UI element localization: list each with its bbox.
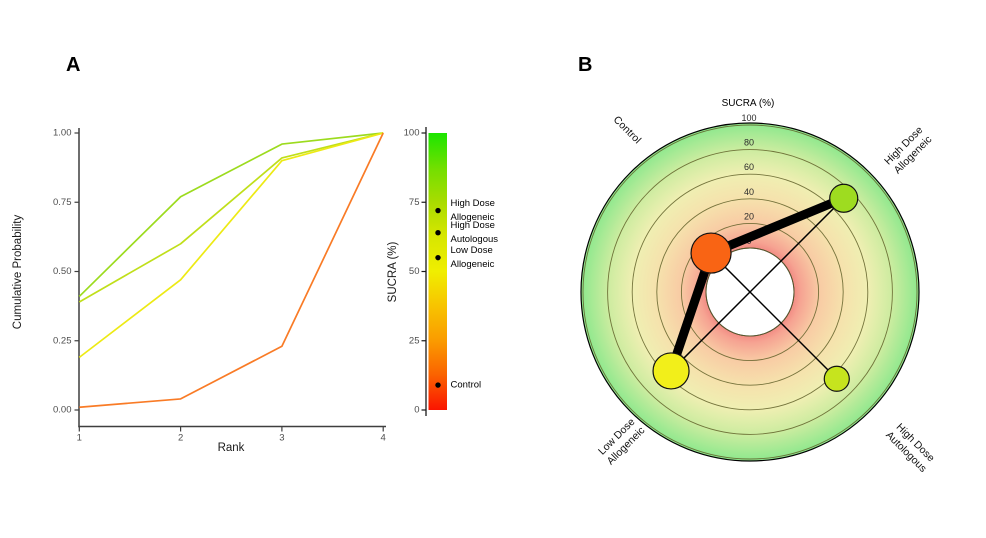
sucra-ring-label: 40 [744,187,754,197]
x-tick-label: 2 [178,433,183,444]
edge-control-low-dose-allogeneic [666,251,716,373]
treatment-marker-dot [435,207,441,214]
node-control [690,232,732,274]
sucra-ring-label: 80 [744,138,754,148]
treatment-marker-label: Allogeneic [451,212,495,223]
node-low-dose-allogeneic [652,352,690,390]
node-high-dose-autologous [823,365,850,392]
y-axis-ticks: 0.00 0.25 0.50 0.75 1.00 [53,128,79,416]
sucra-ring [656,198,844,386]
treatment-marker-label: Low Dose [451,245,493,256]
panel-a-label: A [66,54,80,76]
treatment-marker-dot [435,230,441,236]
edge-high-dose-allogeneic-low-dose-allogeneic [670,197,845,372]
node-label-control: Control [611,114,643,146]
treatment-marker-label: Control [451,380,482,391]
colorbar-ticks: 0 25 50 75 100 [404,128,426,416]
x-tick-label: 1 [77,433,82,444]
y-tick-label: 0.75 [53,197,72,208]
colorbar-tick-label: 75 [409,197,420,208]
sucra-line-control [79,132,384,409]
treatment-marker-label: Allogeneic [451,259,495,270]
x-axis-ticks: 1 2 3 4 [77,426,386,444]
y-tick-label: 0.25 [53,335,72,346]
colorbar-tick-label: 25 [409,335,420,346]
y-tick-label: 0.00 [53,405,72,416]
node-label-line: Control [611,114,643,146]
sucra-ring-label: 20 [744,211,754,221]
colorbar-tick-label: 50 [409,266,420,277]
colorbar-title: SUCRA (%) [387,241,399,302]
sucra-line-high-dose-allogeneic [78,132,384,298]
sucra-ring [582,124,918,460]
sucra-ring [705,247,795,337]
treatment-marker-label: High Dose [451,220,495,231]
node-high-dose-allogeneic [829,183,859,213]
panel-a-plot: 0.00 0.25 0.50 0.75 1.00 1 2 3 4 Rank Cumulativ… [12,128,386,454]
treatment-marker-dot [435,382,441,388]
colorbar-tick-label: 100 [404,128,420,139]
sucra-ring [607,149,893,435]
edge-control-high-dose-allogeneic [709,194,846,258]
sucra-rings [582,124,918,460]
x-tick-label: 3 [279,433,284,444]
radial-plot-title: SUCRA (%) [722,98,775,109]
treatment-marker-label: Autologous [451,234,499,245]
sucra-ring [680,222,820,362]
network-edges [666,194,846,380]
panel-b-radial-plot: 020406080100 High DoseAllogeneicControlL… [580,98,937,475]
treatment-marker-dot [435,254,441,261]
y-tick-label: 1.00 [53,128,72,139]
panel-b-label: B [578,54,592,76]
cumulative-probability-lines [78,132,384,409]
colorbar-tick-label: 0 [414,405,419,416]
sucra-ring-label: 60 [744,162,754,172]
sucra-ring [631,173,869,411]
treatment-nodes [652,183,859,392]
edge-control-high-dose-autologous [710,252,838,380]
x-axis-title: Rank [218,442,245,454]
treatment-marker-label: High Dose [451,198,495,209]
sucra-line-high-dose-autologous [78,132,384,303]
y-axis-title: Cumulative Probability [12,215,24,330]
sucra-ring-label: 100 [741,113,756,123]
colorbar-gradient-bar [428,133,447,410]
x-tick-label: 4 [381,433,386,444]
sucra-line-low-dose-allogeneic [78,132,384,359]
y-tick-label: 0.50 [53,266,72,277]
